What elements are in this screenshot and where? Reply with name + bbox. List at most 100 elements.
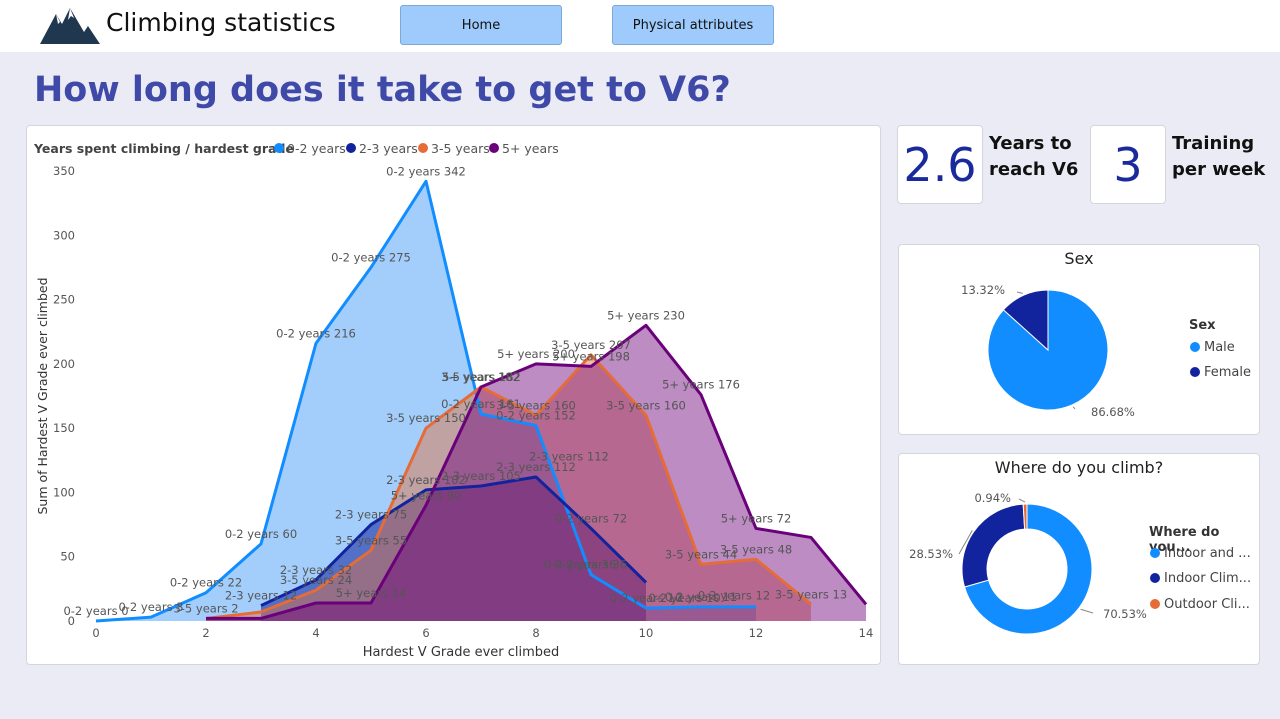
legend-item-indoor-and: Indoor and ... — [1150, 546, 1251, 561]
pie-slice — [963, 503, 1093, 635]
data-label: 0-2 years 10 — [610, 591, 682, 605]
pie-leader-line — [1016, 291, 1023, 294]
data-label: 5+ years 200 — [497, 347, 575, 361]
series-area — [261, 477, 646, 621]
data-label: 0-2 years 60 — [225, 527, 297, 541]
pie-leader-line — [1072, 406, 1076, 410]
legend-item-male: Male — [1190, 340, 1235, 355]
series-area — [96, 181, 756, 621]
data-label: 0-2 years 10 — [648, 591, 720, 605]
climb-location-donut-card: Where do you climb? 70.53% 28.53% 0.94% Wh… — [898, 453, 1260, 665]
data-label: 3-5 years 2 — [173, 601, 238, 615]
data-label: 3-5 years 150 — [386, 411, 466, 425]
x-tick-label: 8 — [532, 626, 539, 640]
data-label: 0-2 years 36 — [555, 558, 627, 572]
data-label: 2-3 years 112 — [496, 460, 576, 474]
pie-data-label: 0.94% — [974, 491, 1011, 505]
legend-series-label: 3-5 years — [431, 141, 490, 156]
pie-data-label: 86.68% — [1091, 405, 1135, 419]
pie-data-label: 70.53% — [1103, 607, 1147, 621]
data-label: 3-5 years 55 — [335, 533, 407, 547]
data-label: 3-5 years 24 — [280, 573, 352, 587]
y-tick-label: 50 — [60, 550, 75, 564]
data-label: 0-2 years 22 — [170, 576, 242, 590]
pie-slice — [1022, 503, 1028, 530]
y-tick-label: 300 — [53, 228, 75, 242]
data-label: 0-2 years 275 — [331, 250, 411, 264]
data-label: 0-2 years 216 — [276, 326, 356, 340]
data-label: 5+ years 14 — [336, 586, 407, 600]
data-label: 0-2 years 0 — [63, 604, 128, 618]
legend-dot — [274, 143, 284, 153]
data-label: 5+ years 72 — [721, 511, 792, 525]
legend-label: Female — [1204, 365, 1252, 380]
legend-dot — [418, 143, 428, 153]
legend-dot — [1150, 573, 1160, 583]
climb-location-title: Where do you climb? — [994, 458, 1164, 477]
x-tick-label: 6 — [422, 626, 429, 640]
x-tick-label: 0 — [92, 626, 99, 640]
x-tick-label: 12 — [749, 626, 764, 640]
pie-slice — [987, 289, 1109, 411]
legend-label: Male — [1204, 340, 1235, 355]
legend-dot — [1190, 367, 1200, 377]
data-label: 3-5 years 13 — [775, 587, 847, 601]
data-label: 3-5 years 207 — [551, 338, 631, 352]
series-line — [206, 323, 868, 620]
page-title: How long does it take to get to V6? — [34, 70, 731, 110]
legend-dot — [346, 143, 356, 153]
x-tick-label: 2 — [202, 626, 209, 640]
data-label: 0-2 years 342 — [386, 164, 466, 178]
kpi-years-label-line2: reach V6 — [989, 159, 1079, 180]
kpi-years-label: Years to reach V6 — [989, 131, 1078, 183]
legend-dot — [1150, 599, 1160, 609]
data-label: 3-5 years 160 — [496, 398, 576, 412]
kpi-training-label-line1: Training — [1172, 133, 1255, 154]
legend-item-indoor-climbing: Indoor Clim... — [1150, 571, 1251, 586]
series-area — [206, 325, 866, 621]
series-area — [206, 354, 811, 621]
legend-series-label: 0-2 years — [287, 141, 346, 156]
climb-location-donut-chart: 70.53% 28.53% 0.94% — [909, 491, 1147, 635]
data-label: 3-5 years 160 — [606, 398, 686, 412]
home-button[interactable]: Home — [400, 5, 562, 45]
sex-pie-chart: 86.68% 13.32% — [961, 283, 1135, 419]
kpi-training-label: Training per week — [1172, 131, 1265, 183]
data-label: 0-2 years 161 — [441, 397, 521, 411]
physical-attributes-button[interactable]: Physical attributes — [612, 5, 774, 45]
y-tick-label: 200 — [53, 357, 75, 371]
top-bar: Climbing statistics Home Physical attrib… — [0, 0, 1280, 52]
data-label: 2-3 years 105 — [441, 469, 521, 483]
sex-pie-card: Sex 86.68% 13.32% Sex Male Female — [898, 244, 1260, 435]
data-label: 2-3 years 112 — [529, 450, 609, 464]
x-axis-title: Hardest V Grade ever climbed — [363, 645, 560, 660]
kpi-years-value: 2.6 — [897, 125, 983, 204]
data-label: 5+ years 176 — [662, 378, 740, 392]
x-tick-label: 4 — [312, 626, 319, 640]
legend-label: Indoor and ... — [1164, 546, 1251, 561]
legend-item-female: Female — [1190, 365, 1251, 380]
data-label: 0-2 years 72 — [555, 511, 627, 525]
mountain-logo-icon — [40, 8, 100, 44]
pie-slice — [961, 503, 1026, 588]
y-tick-label: 250 — [53, 293, 75, 307]
sex-pie-title: Sex — [1064, 249, 1094, 268]
series-line — [260, 475, 648, 607]
data-label: 5+ years 230 — [607, 308, 685, 322]
legend-series-label: 5+ years — [502, 141, 559, 156]
pie-leader-line — [1018, 498, 1026, 503]
kpi-training-value: 3 — [1090, 125, 1166, 204]
grade-area-chart-card: Years spent climbing / hardest grade 0-2 … — [26, 125, 881, 665]
data-label: 2-3 years 75 — [335, 508, 407, 522]
chart-legend-title: Years spent climbing / hardest grade — [33, 141, 294, 156]
grade-area-chart: Years spent climbing / hardest grade0-2 … — [33, 141, 873, 660]
data-label: 2-3 years 102 — [386, 473, 466, 487]
sex-legend-title: Sex — [1189, 318, 1216, 333]
legend-label: Outdoor Cli... — [1164, 597, 1250, 612]
data-label: 3-5 years 182 — [441, 370, 521, 384]
data-label: 0-2 years 11 — [665, 590, 737, 604]
data-label: 5+ years 90 — [391, 488, 462, 502]
kpi-years-label-line1: Years to — [989, 133, 1072, 154]
legend-dot — [1190, 342, 1200, 352]
data-label: 5+ years 182 — [442, 370, 520, 384]
